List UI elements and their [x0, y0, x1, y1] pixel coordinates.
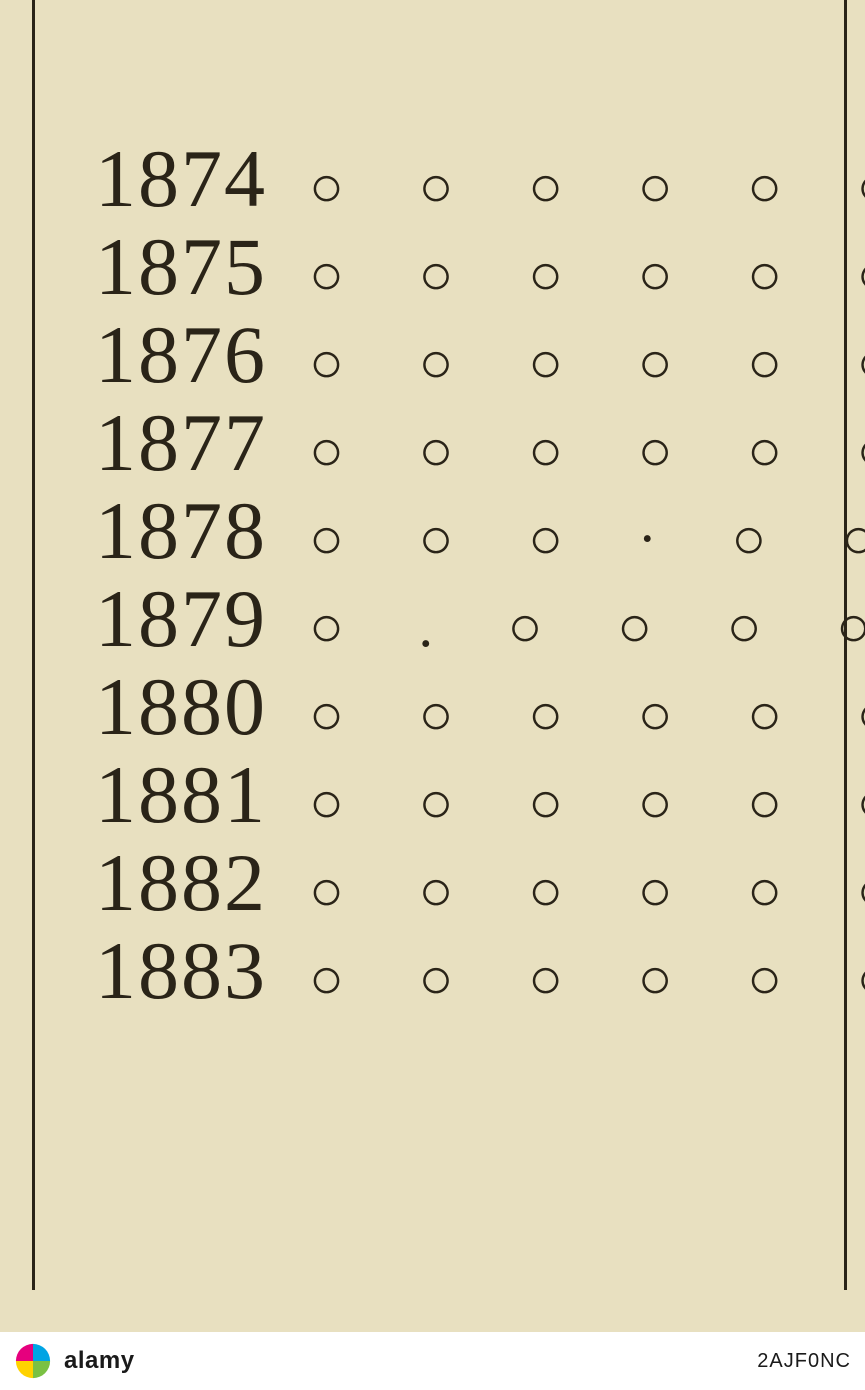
left-vertical-rule — [32, 0, 35, 1290]
year-label: 1883 — [95, 927, 267, 1015]
watermark-brand-block: alamy — [14, 1342, 135, 1380]
year-row: 1878 ○ ○ ○ · ○ ○ ○ ○ ○ ○ — [95, 487, 865, 575]
leader-dots: ○ ○ ○ · ○ ○ ○ ○ ○ ○ — [267, 495, 865, 583]
year-label: 1881 — [95, 751, 267, 839]
year-row: 1874 ○ ○ ○ ○ ○ ○ ○ ○ ○ — [95, 135, 865, 223]
year-label: 1877 — [95, 399, 267, 487]
leader-dots: ○ ○ ○ ○ ○ ○ ○ ○ ○ — [267, 319, 865, 407]
year-label: 1878 — [95, 487, 267, 575]
watermark-image-id: 2AJF0NC — [757, 1350, 851, 1373]
watermark-brand-text: alamy — [64, 1347, 135, 1375]
year-row: 1880 ○ ○ ○ ○ ○ ○ ○ ○ ○ — [95, 663, 865, 751]
year-label: 1874 — [95, 135, 267, 223]
year-row: 1879 ○ . ○ ○ ○ ○ ○ ○ ○ — [95, 575, 865, 663]
year-row: 1882 ○ ○ ○ ○ ○ ○ ○ ○ ○ — [95, 839, 865, 927]
year-row: 1876 ○ ○ ○ ○ ○ ○ ○ ○ ○ — [95, 311, 865, 399]
leader-dots: ○ ○ ○ ○ ○ ○ ○ ○ ○ — [267, 847, 865, 935]
leader-dots: ○ ○ ○ ○ ○ ○ ○ ○ ○ — [267, 231, 865, 319]
year-row: 1877 ○ ○ ○ ○ ○ ○ ○ ○ ○ — [95, 399, 865, 487]
leader-dots: ○ ○ ○ ○ ○ ○ ○ ○ ○ — [267, 759, 865, 847]
year-label: 1876 — [95, 311, 267, 399]
leader-dots: ○ . ○ ○ ○ ○ ○ ○ ○ — [267, 583, 865, 671]
watermark-bar: alamy 2AJF0NC — [0, 1332, 865, 1390]
year-label: 1879 — [95, 575, 267, 663]
alamy-logo-icon — [14, 1342, 52, 1380]
leader-dots: ○ ○ ○ ○ ○ ○ ○ ○ ○ — [267, 671, 865, 759]
year-label: 1875 — [95, 223, 267, 311]
year-row: 1881 ○ ○ ○ ○ ○ ○ ○ ○ ○ — [95, 751, 865, 839]
scanned-page: 1874 ○ ○ ○ ○ ○ ○ ○ ○ ○ 1875 ○ ○ ○ ○ ○ ○ … — [0, 0, 865, 1390]
year-row: 1875 ○ ○ ○ ○ ○ ○ ○ ○ ○ — [95, 223, 865, 311]
leader-dots: ○ ○ ○ ○ ○ ○ ○ ○ ○ — [267, 143, 865, 231]
right-vertical-rule — [844, 0, 847, 1290]
year-label: 1880 — [95, 663, 267, 751]
leader-dots: ○ ○ ○ ○ ○ ○ ○ ○ ○ — [267, 935, 865, 1023]
leader-dots: ○ ○ ○ ○ ○ ○ ○ ○ ○ — [267, 407, 865, 495]
year-list: 1874 ○ ○ ○ ○ ○ ○ ○ ○ ○ 1875 ○ ○ ○ ○ ○ ○ … — [0, 40, 865, 1015]
year-label: 1882 — [95, 839, 267, 927]
year-row: 1883 ○ ○ ○ ○ ○ ○ ○ ○ ○ — [95, 927, 865, 1015]
